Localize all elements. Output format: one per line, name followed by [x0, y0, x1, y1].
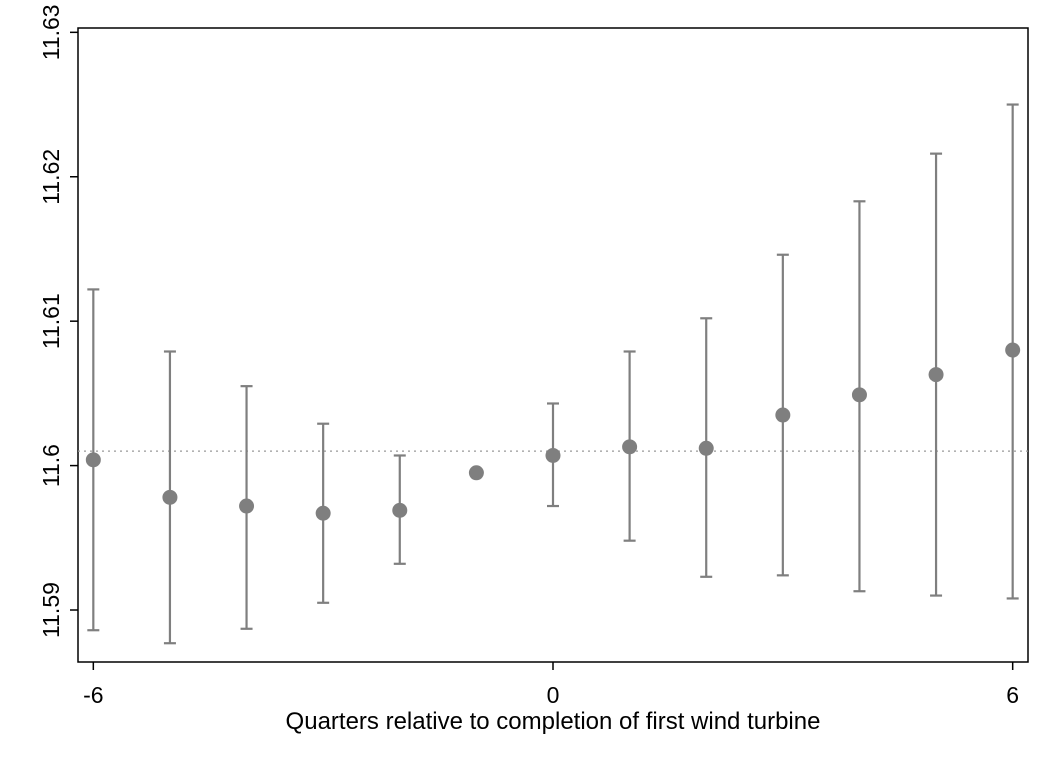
data-point	[698, 440, 714, 456]
data-point	[545, 447, 561, 463]
data-points	[85, 342, 1021, 521]
data-point	[468, 465, 484, 481]
x-tick-label: 0	[547, 682, 560, 708]
data-point	[622, 439, 638, 455]
x-tick-label: -6	[83, 682, 103, 708]
data-point	[162, 489, 178, 505]
data-point	[928, 367, 944, 383]
data-point	[851, 387, 867, 403]
y-tick-label: 11.61	[38, 293, 64, 349]
x-tick-label: 6	[1006, 682, 1019, 708]
y-tick-label: 11.59	[38, 582, 64, 638]
data-point	[392, 502, 408, 518]
x-axis-title: Quarters relative to completion of first…	[286, 708, 821, 735]
y-tick-label: 11.6	[38, 444, 64, 487]
data-point	[775, 407, 791, 423]
data-point	[315, 505, 331, 521]
y-tick-label: 11.63	[38, 4, 64, 60]
x-axis: -6 0 6	[83, 662, 1019, 708]
data-point	[85, 452, 101, 468]
plot-area	[77, 27, 1029, 663]
data-point	[1005, 342, 1021, 358]
y-tick-label: 11.62	[38, 149, 64, 205]
y-axis: 11.59 11.6 11.61 11.62 11.63	[38, 4, 78, 638]
data-point	[239, 498, 255, 514]
